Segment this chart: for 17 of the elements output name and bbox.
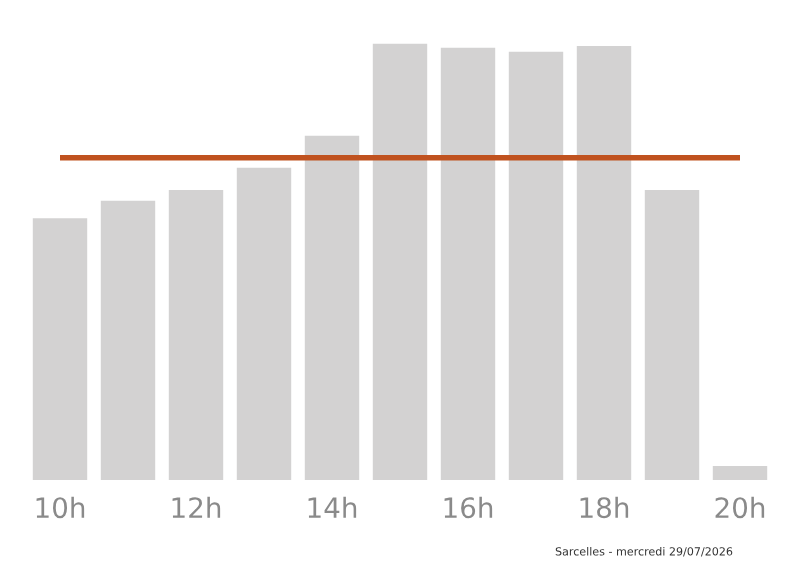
x-tick-label: 20h bbox=[715, 496, 765, 519]
bar bbox=[372, 43, 428, 480]
bar bbox=[440, 47, 496, 480]
bar bbox=[168, 189, 224, 480]
bar bbox=[644, 189, 700, 480]
bar bbox=[100, 200, 156, 480]
bar bbox=[508, 51, 564, 480]
x-tick-label: 18h bbox=[580, 496, 629, 519]
x-tick-label: 14h bbox=[308, 496, 357, 518]
bar bbox=[712, 466, 768, 480]
bar bbox=[576, 45, 632, 480]
x-tick-label: 16h bbox=[444, 496, 493, 519]
bar bbox=[32, 218, 88, 480]
x-tick-label: 10h bbox=[36, 496, 85, 519]
bar bbox=[304, 135, 360, 480]
x-tick-label: 12h bbox=[172, 496, 221, 518]
bar bbox=[236, 167, 292, 480]
